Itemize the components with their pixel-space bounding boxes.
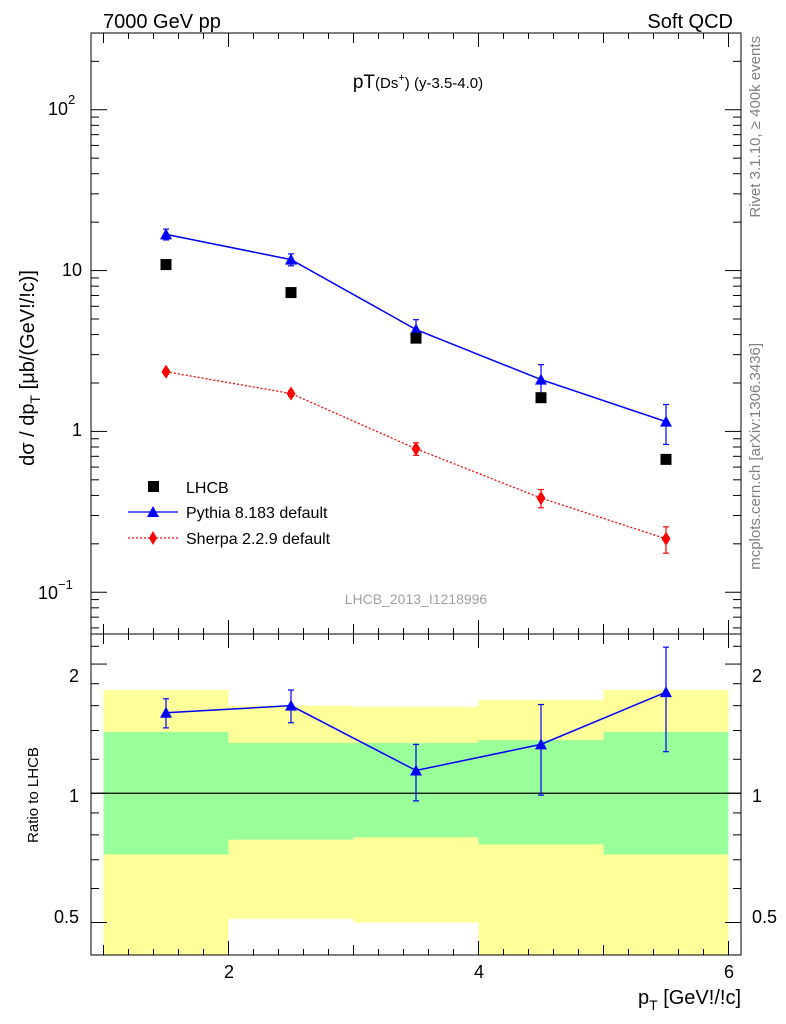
y-tick-label-100: 10 [48, 99, 68, 119]
pythia-ratio-point [535, 738, 547, 750]
y-tick-label-10: 10 [62, 260, 82, 280]
pythia-ratio-point [660, 686, 672, 698]
legend-label-pythia: Pythia 8.183 default [186, 505, 328, 522]
ratio-plot-data [160, 646, 672, 802]
x-tick-label-4: 4 [474, 962, 484, 982]
y-tick-label-100-exp: 2 [68, 92, 75, 107]
ratio-tick-label-right-1: 1 [752, 786, 762, 806]
rivet-label: Rivet 3.1.10, ≥ 400k events [747, 36, 764, 218]
y-axis-label-units: [μb/(GeV!/!c)] [17, 270, 39, 395]
plot-title: pT(Ds+) (y-3.5-4.0) [353, 72, 483, 93]
x-tick-label-6: 6 [724, 962, 734, 982]
x-axis-label: pT [GeV!/!c] [638, 987, 741, 1013]
y-axis-label-main: dσ / dp [17, 403, 39, 465]
y-axis-label: dσ / dpT [μb/(GeV!/!c)] [17, 270, 43, 466]
main-plot-data [160, 228, 672, 554]
sherpa-point [161, 364, 171, 379]
plot-title-sub: (Ds [375, 75, 398, 92]
sherpa-point [411, 441, 421, 456]
plot-title-sup: + [398, 72, 404, 84]
plot-title-main: pT [353, 72, 376, 93]
ratio-bands [91, 690, 741, 955]
y-tick-label-1: 1 [72, 420, 82, 440]
legend-marker-sherpa [149, 531, 157, 545]
sherpa-line [165, 371, 667, 540]
legend: LHCB Pythia 8.183 default Sherpa 2.2.9 d… [128, 480, 331, 548]
legend-label-lhcb: LHCB [186, 480, 229, 497]
legend-label-sherpa: Sherpa 2.2.9 default [186, 531, 331, 548]
lhcb-point [285, 287, 297, 299]
sherpa-point [286, 386, 296, 401]
lhcb-point [535, 392, 547, 404]
ratio-tick-labels: 0.5 1 2 0.5 1 2 [54, 666, 777, 927]
ratio-tick-label-left-1: 1 [69, 786, 79, 806]
pythia-ratio-point [285, 699, 297, 711]
pythia-point [535, 373, 547, 385]
analysis-watermark: LHCB_2013_I1218996 [345, 591, 488, 607]
y-axis-label-sub: T [27, 394, 43, 403]
legend-marker-pythia [147, 506, 159, 517]
ratio-tick-label-left-2: 2 [69, 666, 79, 686]
x-axis-label-units: [GeV!/!c] [658, 987, 741, 1009]
pythia-ratio-point [410, 764, 422, 776]
pythia-ratio-point [160, 706, 172, 718]
y-tick-labels: 10 2 10 1 10 −1 [38, 92, 82, 603]
ratio-tick-label-right-2: 2 [752, 666, 762, 686]
sherpa-point [661, 531, 671, 546]
x-tick-label-2: 2 [224, 962, 234, 982]
pythia-point [660, 415, 672, 427]
plot-title-tail: ) (y-3.5-4.0) [405, 75, 483, 92]
x-tick-labels: 2 4 6 [224, 962, 734, 982]
ratio-y-axis-label: Ratio to LHCB [25, 747, 42, 843]
lhcb-point [410, 332, 422, 344]
ratio-plot-frame [90, 633, 742, 956]
header-right: Soft QCD [647, 11, 733, 33]
y-tick-label-0p1-exp: −1 [58, 577, 73, 592]
mcplots-label: mcplots.cern.ch [arXiv:1306.3436] [747, 343, 764, 570]
pythia-point [285, 253, 297, 265]
ratio-tick-label-left-0p5: 0.5 [54, 907, 79, 927]
axis-ticks [91, 32, 741, 955]
sherpa-point [536, 491, 546, 506]
legend-marker-lhcb [148, 481, 159, 492]
x-axis-label-sub: T [649, 997, 658, 1013]
lhcb-point [660, 453, 672, 465]
green-band-bin [228, 742, 354, 840]
ratio-tick-label-right-0p5: 0.5 [752, 907, 777, 927]
pythia-point [410, 323, 422, 335]
lhcb-point [160, 259, 172, 271]
x-axis-label-main: p [638, 987, 649, 1009]
pythia-point [160, 228, 172, 240]
y-tick-label-0p1: 10 [38, 583, 58, 603]
header-left: 7000 GeV pp [103, 11, 221, 33]
